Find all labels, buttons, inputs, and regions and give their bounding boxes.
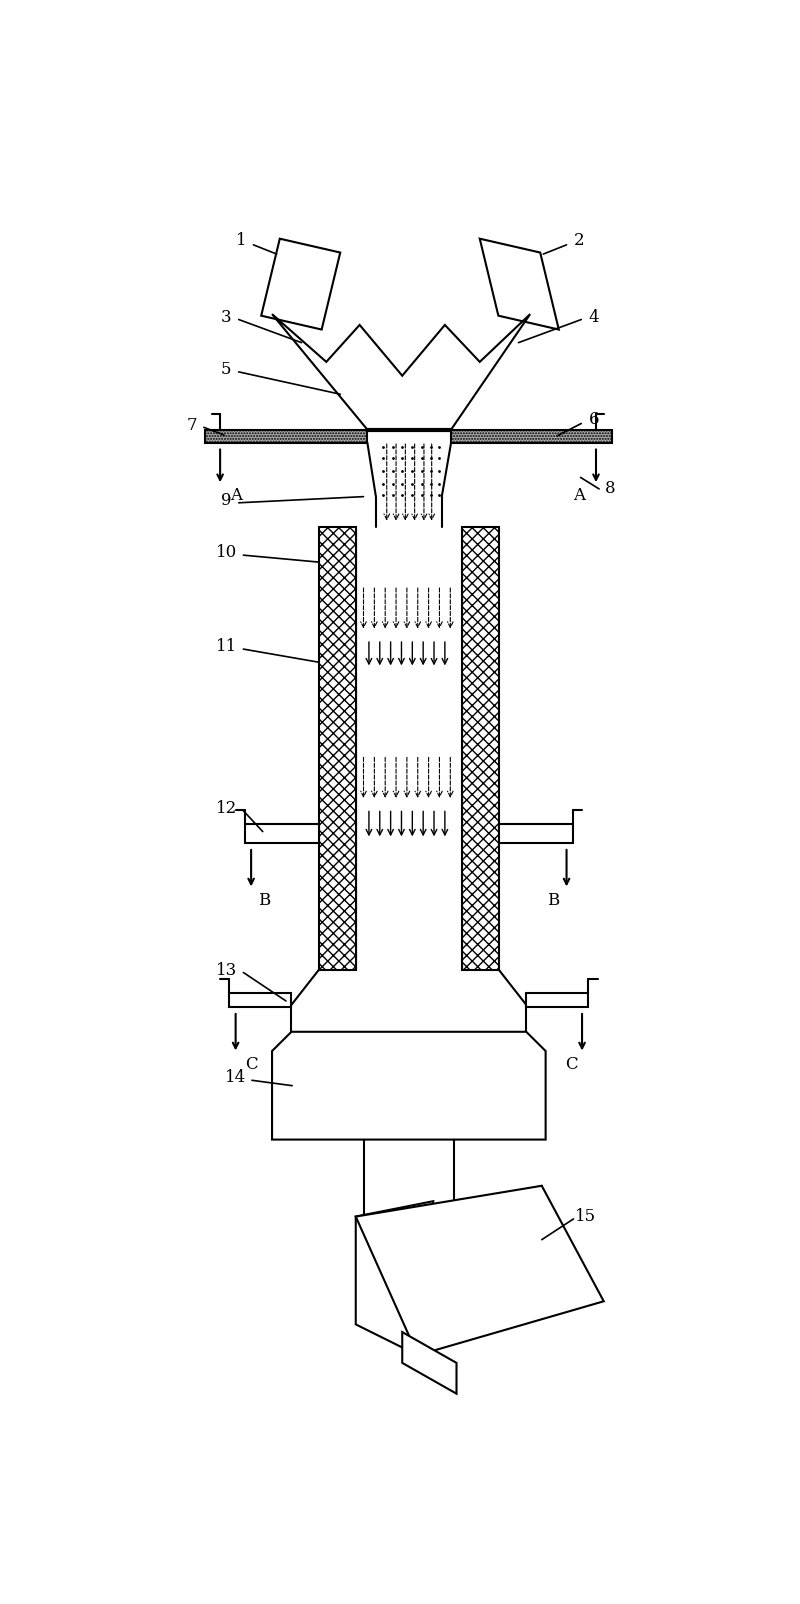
Text: B: B	[547, 892, 559, 909]
Polygon shape	[205, 430, 367, 443]
Text: 7: 7	[186, 417, 197, 433]
Polygon shape	[272, 1031, 546, 1139]
Text: A: A	[230, 486, 242, 504]
Text: 6: 6	[589, 411, 599, 428]
Text: 8: 8	[605, 481, 615, 497]
Text: B: B	[258, 892, 270, 909]
Polygon shape	[462, 528, 499, 970]
Text: 10: 10	[216, 544, 237, 561]
Polygon shape	[499, 824, 573, 844]
Polygon shape	[402, 1331, 457, 1394]
Text: C: C	[565, 1057, 578, 1073]
Polygon shape	[230, 993, 291, 1007]
Polygon shape	[318, 528, 356, 970]
Text: 13: 13	[216, 962, 237, 978]
Polygon shape	[356, 528, 462, 970]
Text: 2: 2	[574, 231, 584, 249]
Text: 4: 4	[588, 308, 599, 326]
Polygon shape	[480, 239, 558, 329]
Text: 9: 9	[221, 492, 231, 508]
Text: 3: 3	[221, 308, 232, 326]
Polygon shape	[356, 1185, 604, 1355]
Polygon shape	[526, 993, 588, 1007]
Text: 11: 11	[216, 638, 237, 656]
Polygon shape	[451, 430, 611, 443]
Polygon shape	[272, 314, 530, 430]
Text: C: C	[245, 1057, 258, 1073]
Text: 15: 15	[575, 1208, 597, 1225]
Polygon shape	[356, 1201, 434, 1355]
Text: 5: 5	[221, 361, 231, 379]
Text: 14: 14	[225, 1070, 246, 1086]
Polygon shape	[245, 824, 318, 844]
Text: A: A	[573, 486, 585, 504]
Text: 12: 12	[216, 800, 237, 816]
Text: 1: 1	[236, 231, 246, 249]
Polygon shape	[262, 239, 340, 329]
